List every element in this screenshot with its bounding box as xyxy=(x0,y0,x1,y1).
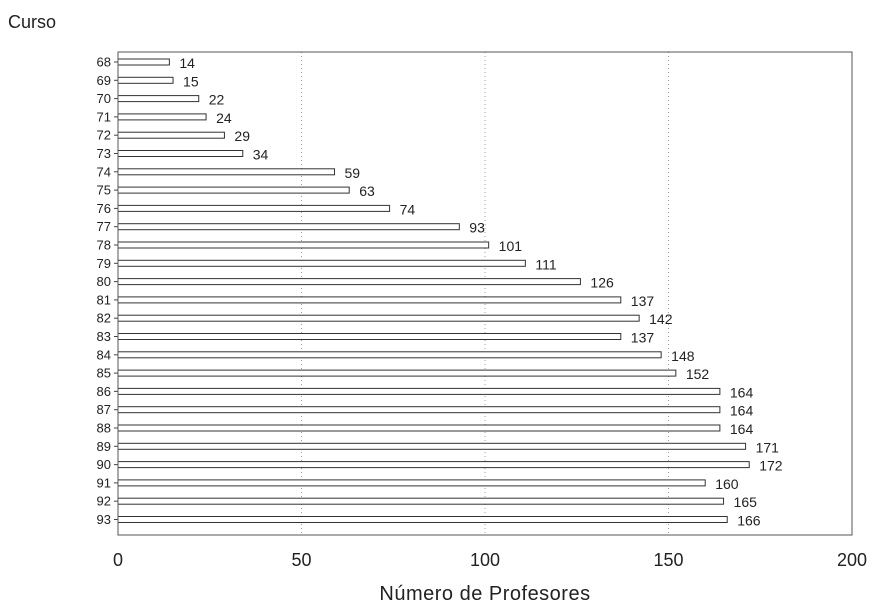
bar-90 xyxy=(117,461,750,469)
bar-80 xyxy=(117,278,581,286)
y-tick-label: 75 xyxy=(97,183,111,198)
data-label: 137 xyxy=(631,330,655,346)
bar-79 xyxy=(117,259,526,267)
y-tick-label: 76 xyxy=(97,201,111,216)
data-label: 126 xyxy=(590,275,614,291)
bar-89 xyxy=(117,442,747,450)
x-tick-labels: 0 50 100 150 200 xyxy=(113,550,867,570)
data-label: 14 xyxy=(179,55,195,71)
bar-73 xyxy=(117,150,244,157)
data-label: 101 xyxy=(499,238,523,254)
y-tick-label: 89 xyxy=(97,439,111,454)
y-tick-label: 69 xyxy=(97,73,111,88)
y-tick-label: 86 xyxy=(97,384,111,399)
plot-frame xyxy=(117,51,853,536)
bar-71 xyxy=(117,113,207,121)
data-label: 148 xyxy=(671,348,695,364)
data-label: 93 xyxy=(469,220,485,236)
y-tick-label: 92 xyxy=(97,494,111,509)
x-tick-label: 150 xyxy=(653,550,683,570)
y-tick-label: 70 xyxy=(97,91,111,106)
bar-76 xyxy=(117,204,391,212)
x-tick-label: 0 xyxy=(113,550,123,570)
data-label: 63 xyxy=(359,183,375,199)
data-label: 164 xyxy=(730,421,754,437)
y-tick-label: 80 xyxy=(97,274,111,289)
y-tick-label: 82 xyxy=(97,311,111,326)
y-tick-label: 71 xyxy=(97,109,111,124)
data-label: 160 xyxy=(715,476,739,492)
y-tick-label: 77 xyxy=(97,219,111,234)
data-label: 142 xyxy=(649,311,673,327)
bar-74 xyxy=(117,168,336,176)
bar-78 xyxy=(117,241,490,249)
bar-70 xyxy=(117,95,200,103)
y-tick-label: 73 xyxy=(97,146,111,161)
data-label: 22 xyxy=(209,92,225,108)
y-tick-label: 91 xyxy=(97,475,111,490)
y-axis-label: Curso xyxy=(8,12,56,32)
data-label: 152 xyxy=(686,366,710,382)
data-label: 59 xyxy=(345,165,361,181)
y-tick-label: 85 xyxy=(97,366,111,381)
x-axis-label: Número de Profesores xyxy=(379,583,590,605)
y-tick-label: 90 xyxy=(97,457,111,472)
y-tick-label: 78 xyxy=(97,238,111,253)
bar-75 xyxy=(117,186,350,194)
data-label: 111 xyxy=(535,256,556,272)
data-label: 137 xyxy=(631,293,655,309)
y-tick-label: 81 xyxy=(97,292,111,307)
bar-92 xyxy=(117,497,725,505)
bar-86 xyxy=(117,387,721,395)
bar-69 xyxy=(117,76,174,84)
y-tick-labels: 68 69 70 71 72 73 74 75 76 77 78 79 80 81 82 83 84 85 86 87… xyxy=(97,55,118,527)
bar-81 xyxy=(117,296,622,304)
data-label: 172 xyxy=(759,458,783,474)
data-label: 166 xyxy=(737,513,761,529)
x-tick-label: 100 xyxy=(470,550,500,570)
bar-82 xyxy=(117,314,640,322)
bar-84 xyxy=(117,351,662,359)
y-tick-label: 93 xyxy=(97,512,111,527)
data-label: 24 xyxy=(216,110,232,126)
y-tick-label: 84 xyxy=(97,347,111,362)
data-label: 171 xyxy=(756,439,780,455)
y-tick-label: 83 xyxy=(97,329,111,344)
y-tick-label: 74 xyxy=(97,164,111,179)
data-label: 165 xyxy=(734,494,758,510)
bar-88 xyxy=(117,424,721,432)
y-tick-label: 87 xyxy=(97,402,111,417)
grid-lines xyxy=(301,52,669,535)
data-label: 164 xyxy=(730,403,754,419)
data-label: 74 xyxy=(400,201,416,217)
x-tick-label: 50 xyxy=(291,550,311,570)
bar-93 xyxy=(117,516,728,523)
y-tick-label: 88 xyxy=(97,421,111,436)
bar-77 xyxy=(117,223,460,231)
bar-68 xyxy=(117,58,170,66)
x-tick-label: 200 xyxy=(837,550,867,570)
data-label: 164 xyxy=(730,384,754,400)
bar-83 xyxy=(117,333,622,340)
data-label: 34 xyxy=(253,147,269,163)
bar-87 xyxy=(117,406,721,414)
bar-72 xyxy=(117,131,225,139)
y-tick-label: 79 xyxy=(97,256,111,271)
bar-85 xyxy=(117,369,677,377)
data-label: 15 xyxy=(183,73,199,89)
bar-91 xyxy=(117,479,706,487)
data-label: 29 xyxy=(234,128,250,144)
y-tick-label: 72 xyxy=(97,128,111,143)
y-tick-label: 68 xyxy=(97,55,111,70)
